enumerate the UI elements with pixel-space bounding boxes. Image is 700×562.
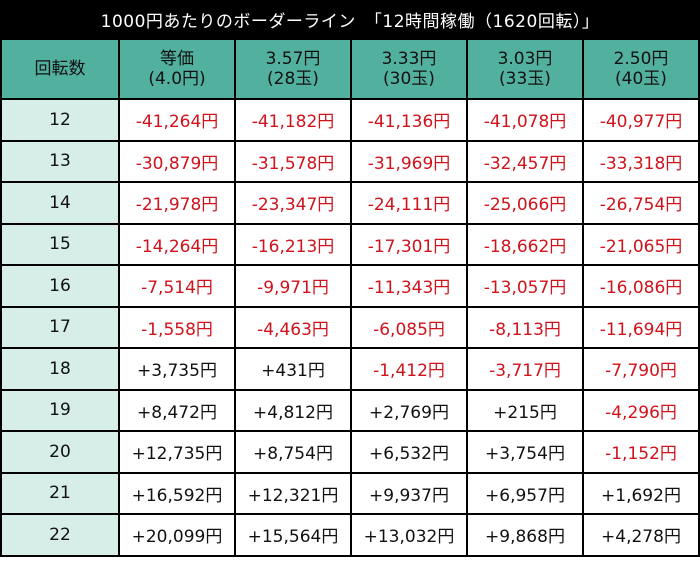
header-rate-detail: (30玉) [383, 69, 435, 89]
table-row: 18 +3,735円 +431円 -1,412円 -3,717円 -7,790円 [0, 347, 700, 391]
value-cell: +16,592円 [118, 471, 236, 515]
value-cell: +3,735円 [118, 347, 236, 391]
value-cell: -18,662円 [466, 222, 584, 266]
header-rate-detail: (33玉) [499, 69, 551, 89]
border-line-table: 回転数 等価 (4.0円) 3.57円 (28玉) 3.33円 (30玉) 3.03円… [0, 38, 700, 557]
value-cell: -41,078円 [466, 98, 584, 142]
spin-count-cell: 14 [0, 181, 120, 225]
header-rate-detail: (40玉) [615, 69, 667, 89]
value-cell: +12,735円 [118, 430, 236, 474]
value-cell: +20,099円 [118, 513, 236, 557]
value-cell: -16,213円 [234, 222, 352, 266]
table-row: 15 -14,264円 -16,213円 -17,301円 -18,662円 -21,06… [0, 222, 700, 266]
value-cell: +6,957円 [466, 471, 584, 515]
value-cell: +431円 [234, 347, 352, 391]
table-row: 14 -21,978円 -23,347円 -24,111円 -25,066円 -26,75… [0, 181, 700, 225]
value-cell: -24,111円 [350, 181, 468, 225]
value-cell: -9,971円 [234, 264, 352, 308]
value-cell: -17,301円 [350, 222, 468, 266]
table-row: 19 +8,472円 +4,812円 +2,769円 +215円 -4,296円 [0, 388, 700, 432]
table-row: 20 +12,735円 +8,754円 +6,532円 +3,754円 -1,152円 [0, 430, 700, 474]
value-cell: -7,514円 [118, 264, 236, 308]
spin-count-cell: 13 [0, 139, 120, 183]
value-cell: -21,065円 [582, 222, 700, 266]
value-cell: -6,085円 [350, 305, 468, 349]
spin-count-cell: 12 [0, 98, 120, 142]
header-rate-col: 等価 (4.0円) [118, 38, 236, 100]
value-cell: +8,472円 [118, 388, 236, 432]
spin-count-cell: 16 [0, 264, 120, 308]
value-cell: -1,558円 [118, 305, 236, 349]
header-rate-name: 3.03円 [497, 49, 553, 69]
value-cell: -41,264円 [118, 98, 236, 142]
value-cell: +4,278円 [582, 513, 700, 557]
value-cell: -7,790円 [582, 347, 700, 391]
header-rate-col: 3.33円 (30玉) [350, 38, 468, 100]
value-cell: +3,754円 [466, 430, 584, 474]
value-cell: -4,463円 [234, 305, 352, 349]
table-row: 12 -41,264円 -41,182円 -41,136円 -41,078円 -40,97… [0, 98, 700, 142]
table-row: 21 +16,592円 +12,321円 +9,937円 +6,957円 +1,692円 [0, 471, 700, 515]
value-cell: -13,057円 [466, 264, 584, 308]
header-rate-detail: (28玉) [267, 69, 319, 89]
value-cell: -31,969円 [350, 139, 468, 183]
value-cell: +215円 [466, 388, 584, 432]
value-cell: +12,321円 [234, 471, 352, 515]
value-cell: +9,868円 [466, 513, 584, 557]
value-cell: -33,318円 [582, 139, 700, 183]
table-row: 17 -1,558円 -4,463円 -6,085円 -8,113円 -11,694円 [0, 305, 700, 349]
value-cell: -8,113円 [466, 305, 584, 349]
spin-count-cell: 22 [0, 513, 120, 557]
header-rate-name: 等価 [160, 49, 194, 69]
spin-count-cell: 15 [0, 222, 120, 266]
value-cell: -3,717円 [466, 347, 584, 391]
header-rate-detail: (4.0円) [148, 69, 206, 89]
table-row: 16 -7,514円 -9,971円 -11,343円 -13,057円 -16,086円 [0, 264, 700, 308]
value-cell: -30,879円 [118, 139, 236, 183]
table-title: 1000円あたりのボーダーライン 「12時間稼働（1620回転）」 [0, 0, 700, 38]
spin-count-cell: 18 [0, 347, 120, 391]
value-cell: +1,692円 [582, 471, 700, 515]
header-spin-count: 回転数 [0, 38, 120, 100]
header-rate-col: 3.57円 (28玉) [234, 38, 352, 100]
header-rate-name: 3.57円 [265, 49, 321, 69]
value-cell: +13,032円 [350, 513, 468, 557]
value-cell: -23,347円 [234, 181, 352, 225]
value-cell: -32,457円 [466, 139, 584, 183]
spin-count-cell: 20 [0, 430, 120, 474]
value-cell: -41,182円 [234, 98, 352, 142]
value-cell: +15,564円 [234, 513, 352, 557]
value-cell: -1,412円 [350, 347, 468, 391]
header-rate-name: 2.50円 [613, 49, 669, 69]
table-row: 13 -30,879円 -31,578円 -31,969円 -32,457円 -33,31… [0, 139, 700, 183]
value-cell: +2,769円 [350, 388, 468, 432]
value-cell: -31,578円 [234, 139, 352, 183]
value-cell: -14,264円 [118, 222, 236, 266]
value-cell: +6,532円 [350, 430, 468, 474]
header-row: 回転数 等価 (4.0円) 3.57円 (28玉) 3.33円 (30玉) 3.03円… [0, 38, 700, 100]
table-body: 12 -41,264円 -41,182円 -41,136円 -41,078円 -40,97… [0, 98, 700, 557]
value-cell: -26,754円 [582, 181, 700, 225]
value-cell: -25,066円 [466, 181, 584, 225]
value-cell: -4,296円 [582, 388, 700, 432]
value-cell: -11,694円 [582, 305, 700, 349]
value-cell: -11,343円 [350, 264, 468, 308]
header-rate-name: 3.33円 [381, 49, 437, 69]
value-cell: -1,152円 [582, 430, 700, 474]
spin-count-cell: 21 [0, 471, 120, 515]
value-cell: -21,978円 [118, 181, 236, 225]
header-rate-col: 2.50円 (40玉) [582, 38, 700, 100]
table-row: 22 +20,099円 +15,564円 +13,032円 +9,868円 +4,278円 [0, 513, 700, 557]
value-cell: -16,086円 [582, 264, 700, 308]
value-cell: +8,754円 [234, 430, 352, 474]
value-cell: +4,812円 [234, 388, 352, 432]
value-cell: -40,977円 [582, 98, 700, 142]
value-cell: -41,136円 [350, 98, 468, 142]
spin-count-cell: 19 [0, 388, 120, 432]
value-cell: +9,937円 [350, 471, 468, 515]
header-rate-col: 3.03円 (33玉) [466, 38, 584, 100]
spin-count-cell: 17 [0, 305, 120, 349]
